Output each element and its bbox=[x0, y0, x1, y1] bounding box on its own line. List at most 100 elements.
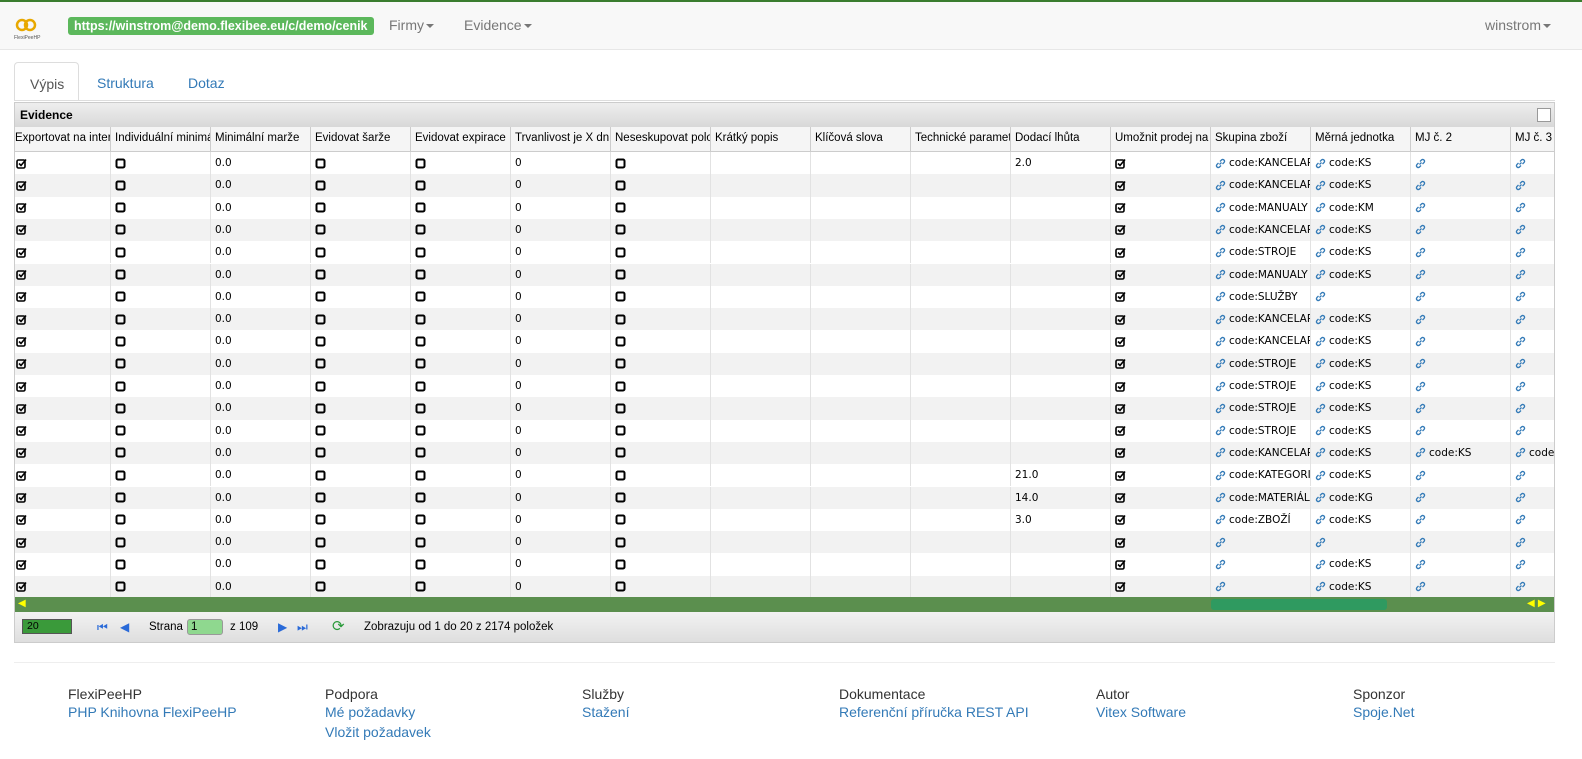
link-icon[interactable] bbox=[1415, 425, 1426, 436]
link-icon[interactable] bbox=[1415, 336, 1426, 347]
link-icon[interactable] bbox=[1215, 291, 1226, 302]
link-icon[interactable] bbox=[1215, 180, 1226, 191]
menu-firmy[interactable]: Firmy bbox=[389, 17, 434, 33]
link-icon[interactable] bbox=[1215, 381, 1226, 392]
link-icon[interactable] bbox=[1515, 202, 1526, 213]
link-text[interactable]: code:KS bbox=[1329, 268, 1372, 281]
link-icon[interactable] bbox=[1315, 492, 1326, 503]
link-text[interactable]: code:MANUALY bbox=[1229, 201, 1308, 214]
link-icon[interactable] bbox=[1415, 381, 1426, 392]
tab[interactable]: Dotaz bbox=[188, 75, 225, 91]
grid-row[interactable]: 0.0 0 code:KANCELAR code:KS bbox=[15, 308, 1554, 331]
link-icon[interactable] bbox=[1515, 247, 1526, 258]
link-icon[interactable] bbox=[1415, 537, 1426, 548]
link-text[interactable]: code:KS bbox=[1329, 246, 1372, 259]
link-icon[interactable] bbox=[1415, 358, 1426, 369]
link-text[interactable]: code:KG bbox=[1329, 491, 1373, 504]
link-text[interactable]: code:KS bbox=[1329, 402, 1372, 415]
link-icon[interactable] bbox=[1315, 470, 1326, 481]
menu-evidence[interactable]: Evidence bbox=[464, 17, 532, 33]
next-page[interactable]: ▶ bbox=[278, 620, 288, 634]
column-header[interactable]: Evidovat expirace bbox=[411, 127, 511, 151]
link-icon[interactable] bbox=[1515, 537, 1526, 548]
link-icon[interactable] bbox=[1415, 559, 1426, 570]
grid-row[interactable]: 0.0 0 code:STROJE code:KS bbox=[15, 397, 1554, 420]
grid-row[interactable]: 0.0 0 21.0 code:KATEGORIE code:KS bbox=[15, 464, 1554, 487]
link-icon[interactable] bbox=[1315, 537, 1326, 548]
grid-row[interactable]: 0.0 0 code:STROJE code:KS bbox=[15, 419, 1554, 442]
scroll-left[interactable]: ◀ bbox=[18, 598, 26, 609]
grid-row[interactable]: 0.0 0 code:STROJE code:KS bbox=[15, 375, 1554, 398]
link-icon[interactable] bbox=[1515, 336, 1526, 347]
link-text[interactable]: code bbox=[1529, 446, 1554, 459]
grid-row[interactable]: 0.0 0 code:MANUALY code:KM bbox=[15, 196, 1554, 219]
grid-row[interactable]: 0.0 0 code:STROJE code:KS bbox=[15, 241, 1554, 264]
link-icon[interactable] bbox=[1515, 514, 1526, 525]
link-icon[interactable] bbox=[1215, 537, 1226, 548]
link-icon[interactable] bbox=[1315, 403, 1326, 414]
link-text[interactable]: code:KS bbox=[1329, 424, 1372, 437]
link-icon[interactable] bbox=[1215, 447, 1226, 458]
footer-link[interactable]: Referenční příručka REST API bbox=[839, 704, 1029, 720]
page-size-select[interactable]: 20 bbox=[22, 619, 72, 634]
link-icon[interactable] bbox=[1315, 224, 1326, 235]
user-menu[interactable]: winstrom bbox=[1485, 17, 1552, 33]
prev-page[interactable]: ◀ bbox=[120, 620, 130, 634]
column-header[interactable]: Měrná jednotka bbox=[1311, 127, 1411, 151]
link-icon[interactable] bbox=[1315, 381, 1326, 392]
link-icon[interactable] bbox=[1515, 470, 1526, 481]
link-text[interactable]: code:KS bbox=[1329, 580, 1372, 593]
logo-icon[interactable] bbox=[14, 16, 38, 40]
footer-link[interactable]: PHP Knihovna FlexiPeeHP bbox=[68, 704, 237, 720]
grid-row[interactable]: 0.0 0 code:KS bbox=[15, 553, 1554, 576]
link-icon[interactable] bbox=[1315, 425, 1326, 436]
footer-link[interactable]: Vitex Software bbox=[1096, 704, 1187, 720]
first-page[interactable]: ⏮ bbox=[97, 620, 108, 634]
link-text[interactable]: code:STROJE bbox=[1229, 424, 1297, 437]
link-icon[interactable] bbox=[1515, 403, 1526, 414]
link-icon[interactable] bbox=[1315, 180, 1326, 191]
url-badge[interactable]: https://winstrom@demo.flexibee.eu/c/demo… bbox=[68, 17, 374, 35]
link-text[interactable]: code:MANUALY bbox=[1229, 268, 1308, 281]
grid-row[interactable]: 0.0 0 code:MANUALY code:KS bbox=[15, 263, 1554, 286]
grid-row[interactable]: 0.0 0 code:KANCELAR code:KS bbox=[15, 174, 1554, 197]
link-icon[interactable] bbox=[1515, 425, 1526, 436]
footer-link[interactable]: Stažení bbox=[582, 704, 630, 720]
link-icon[interactable] bbox=[1215, 492, 1226, 503]
link-text[interactable]: code:KS bbox=[1329, 380, 1372, 392]
link-icon[interactable] bbox=[1215, 247, 1226, 258]
grid-row[interactable]: 0.0 0 code:KS bbox=[15, 575, 1554, 597]
h-scrollbar[interactable]: ◀ ◀ ▶ bbox=[15, 597, 1554, 612]
link-icon[interactable] bbox=[1315, 358, 1326, 369]
link-text[interactable]: code:KANCELAR bbox=[1229, 335, 1311, 348]
link-icon[interactable] bbox=[1415, 492, 1426, 503]
link-text[interactable]: code:KM bbox=[1329, 201, 1374, 214]
footer-link[interactable]: Spoje.Net bbox=[1353, 704, 1415, 720]
link-icon[interactable] bbox=[1215, 314, 1226, 325]
link-icon[interactable] bbox=[1315, 202, 1326, 213]
link-icon[interactable] bbox=[1315, 158, 1326, 169]
link-text[interactable]: code:STROJE bbox=[1229, 246, 1297, 259]
link-icon[interactable] bbox=[1215, 581, 1226, 592]
link-icon[interactable] bbox=[1415, 447, 1426, 458]
link-icon[interactable] bbox=[1515, 492, 1526, 503]
link-icon[interactable] bbox=[1215, 425, 1226, 436]
link-text[interactable]: code:SLUŽBY bbox=[1229, 290, 1298, 303]
grid-row[interactable]: 0.0 0 14.0 code:MATERIÁL code:KG bbox=[15, 486, 1554, 509]
link-text[interactable]: code:KS bbox=[1329, 223, 1372, 236]
column-header[interactable]: Trvanlivost je X dní p bbox=[511, 127, 611, 151]
link-text[interactable]: code:MATERIÁL bbox=[1229, 491, 1310, 504]
link-text[interactable]: code:KS bbox=[1329, 357, 1372, 370]
page-input[interactable]: 1 bbox=[187, 619, 223, 635]
scroll-thumb[interactable] bbox=[1211, 599, 1387, 610]
link-text[interactable]: code:KANCELAR bbox=[1229, 223, 1311, 236]
grid-row[interactable]: 0.0 0 code:KANCELAR code:KS bbox=[15, 218, 1554, 242]
link-icon[interactable] bbox=[1215, 202, 1226, 213]
column-header[interactable]: Skupina zboží bbox=[1211, 127, 1311, 151]
refresh[interactable]: ⟳ bbox=[332, 618, 345, 635]
link-icon[interactable] bbox=[1215, 470, 1226, 481]
link-icon[interactable] bbox=[1515, 581, 1526, 592]
link-icon[interactable] bbox=[1215, 224, 1226, 235]
link-text[interactable]: code:STROJE bbox=[1229, 402, 1297, 415]
link-icon[interactable] bbox=[1515, 358, 1526, 369]
